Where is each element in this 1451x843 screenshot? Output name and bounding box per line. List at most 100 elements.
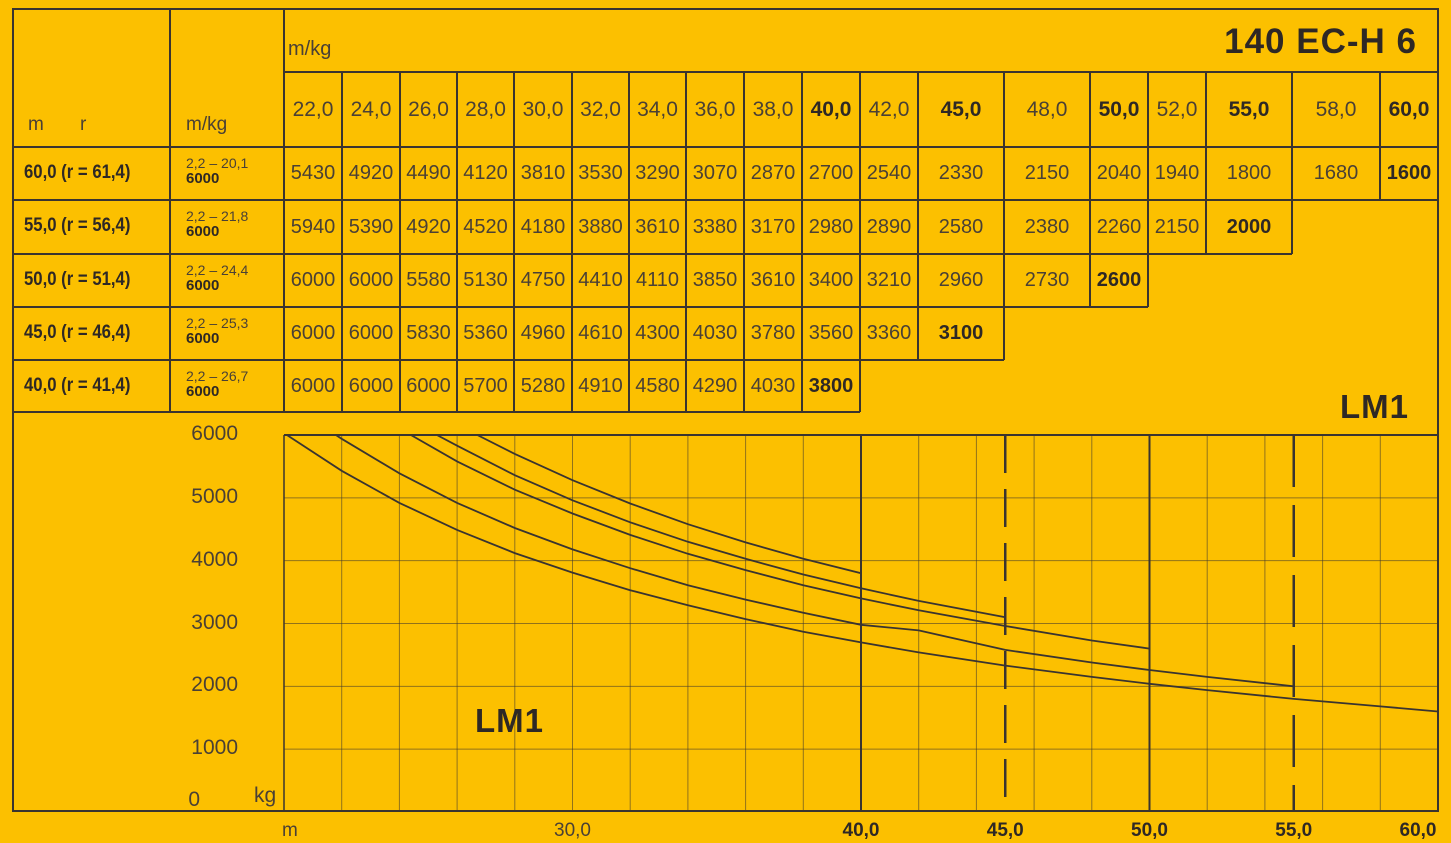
row-range-text: 2,2 – 20,1	[186, 155, 249, 171]
table-cell: 4410	[578, 269, 623, 291]
table-cell: 2890	[866, 215, 912, 238]
row-range-text: 2,2 – 21,8	[186, 208, 249, 224]
table-rule	[456, 147, 458, 200]
table-rule	[12, 199, 1438, 201]
table-cell: 2380	[1024, 215, 1070, 238]
table-rule	[859, 360, 861, 412]
table-rule	[456, 307, 458, 360]
table-rule	[685, 307, 687, 360]
table-rule	[1205, 200, 1207, 254]
table-rule	[743, 254, 745, 307]
table-cell: 5580	[406, 269, 451, 291]
row-label: 40,0 (r = 41,4)	[24, 375, 131, 396]
table-cell: 3610	[750, 269, 796, 291]
table-cell: 4920	[348, 162, 394, 184]
table-cell: 5280	[520, 374, 566, 397]
table-rule	[12, 146, 1438, 148]
table-rule	[743, 147, 745, 200]
table-rule	[571, 307, 573, 360]
table-rule	[1205, 72, 1207, 147]
table-rule	[456, 254, 458, 307]
load-curve-40-0	[284, 434, 862, 576]
table-rule	[341, 360, 343, 412]
table-rule	[399, 254, 401, 307]
table-rule	[283, 8, 285, 412]
table-cell: 2730	[1024, 269, 1070, 291]
table-cell: 5940	[290, 215, 336, 238]
header-mkg-top: m/kg	[288, 38, 332, 60]
table-cell: 1800	[1226, 162, 1272, 184]
column-header: 26,0	[408, 97, 449, 121]
table-cell: 2700	[808, 162, 854, 184]
load-curve-55-0	[284, 434, 1295, 689]
table-rule	[1379, 147, 1381, 200]
table-rule	[917, 200, 919, 254]
load-curve-45-0	[284, 434, 1007, 620]
table-rule	[859, 307, 861, 360]
table-cell: 6000	[348, 374, 394, 397]
table-rule	[917, 307, 919, 360]
table-cell: 5360	[463, 322, 508, 344]
diagram-frame	[12, 8, 1439, 812]
table-rule	[399, 147, 401, 200]
row-label: 45,0 (r = 46,4)	[24, 322, 131, 343]
table-rule	[628, 254, 630, 307]
table-rule	[1205, 147, 1207, 200]
x-tick-label: 55,0	[1275, 820, 1313, 841]
row-max-load: 6000	[186, 170, 220, 187]
table-rule	[571, 200, 573, 254]
table-rule	[513, 72, 515, 147]
table-cell: 4520	[463, 215, 508, 238]
table-cell: 3810	[520, 162, 566, 184]
x-tick-label: 30,0	[554, 820, 591, 841]
column-header: 58,0	[1315, 97, 1357, 121]
y-tick-label: 2000	[191, 673, 238, 697]
table-rule	[801, 360, 803, 412]
table-rule	[399, 360, 401, 412]
table-rule	[628, 200, 630, 254]
table-rule	[1291, 72, 1293, 147]
table-cell: 3880	[578, 215, 623, 238]
table-rule	[1003, 254, 1005, 307]
table-rule	[801, 147, 803, 200]
table-rule	[1003, 200, 1005, 254]
column-header: 50,0	[1098, 97, 1140, 121]
table-cell: 3850	[692, 269, 738, 291]
table-rule	[513, 360, 515, 412]
row-max-load: 6000	[186, 330, 220, 347]
row-range-text: 2,2 – 25,3	[186, 315, 249, 331]
table-cell: 3070	[692, 162, 738, 184]
table-cell: 4180	[520, 215, 566, 238]
x-tick-label: 60,0	[1399, 820, 1437, 841]
y-tick-label: 1000	[191, 736, 238, 760]
column-header: 42,0	[868, 97, 910, 121]
table-rule	[571, 72, 573, 147]
table-cell: 4030	[692, 322, 738, 344]
table-cell: 4910	[578, 374, 623, 397]
table-cell: 3100	[938, 322, 984, 344]
y-tick-label: 5000	[191, 484, 238, 508]
lm1-label-chart: LM1	[475, 702, 544, 739]
table-rule	[12, 306, 1148, 308]
table-rule	[685, 200, 687, 254]
table-rule	[628, 360, 630, 412]
table-rule	[628, 147, 630, 200]
table-rule	[801, 200, 803, 254]
table-cell: 6000	[348, 322, 394, 344]
table-cell: 1940	[1154, 162, 1200, 184]
table-rule	[1147, 147, 1149, 200]
table-rule	[743, 360, 745, 412]
table-rule	[513, 307, 515, 360]
table-cell: 3210	[866, 269, 912, 291]
column-header: 34,0	[637, 97, 678, 121]
table-cell: 4920	[406, 215, 451, 238]
table-rule	[685, 72, 687, 147]
row-range: 2,2 – 24,4 6000	[186, 263, 248, 294]
table-cell: 4290	[692, 374, 738, 397]
table-cell: 3380	[692, 215, 738, 238]
table-cell: 2960	[938, 269, 984, 291]
table-rule	[341, 307, 343, 360]
table-cell: 6000	[290, 322, 336, 344]
column-header: 52,0	[1156, 97, 1198, 121]
